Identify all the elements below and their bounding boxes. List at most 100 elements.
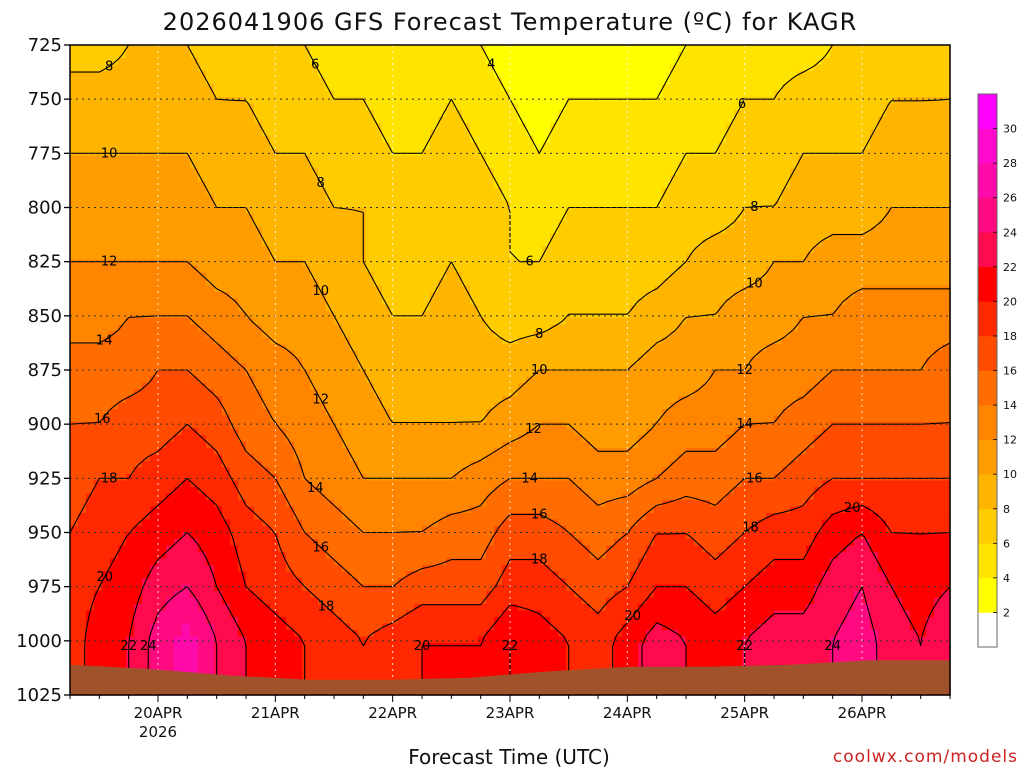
temperature-cell [150,51,159,59]
temperature-cell [398,532,407,540]
temperature-cell [390,578,399,586]
temperature-cell [462,636,471,644]
temperature-cell [94,168,103,176]
temperature-cell [238,448,247,456]
temperature-cell [438,643,447,651]
temperature-cell [222,207,231,215]
temperature-cell [190,662,199,670]
temperature-cell [366,370,375,378]
temperature-cell [310,669,319,677]
temperature-cell [318,376,327,384]
temperature-cell [462,207,471,215]
temperature-cell [198,363,207,371]
temperature-cell [222,415,231,423]
temperature-cell [278,220,287,228]
temperature-cell [422,454,431,462]
temperature-cell [430,136,439,144]
temperature-cell [142,272,151,280]
temperature-cell [190,506,199,514]
temperature-cell [238,331,247,339]
temperature-cell [342,162,351,170]
temperature-cell [166,610,175,618]
temperature-cell [222,363,231,371]
temperature-cell [382,610,391,618]
temperature-cell [238,318,247,326]
temperature-cell [286,194,295,202]
temperature-cell [422,383,431,391]
temperature-cell [182,324,191,332]
temperature-cell [446,142,455,150]
temperature-cell [102,253,111,261]
temperature-cell [318,123,327,131]
temperature-cell [406,539,415,547]
temperature-cell [150,259,159,267]
temperature-cell [406,422,415,430]
temperature-cell [326,220,335,228]
temperature-cell [406,168,415,176]
temperature-cell [302,454,311,462]
temperature-cell [398,636,407,644]
temperature-cell [230,136,239,144]
temperature-cell [134,376,143,384]
temperature-cell [222,396,231,404]
temperature-cell [342,240,351,248]
temperature-cell [102,389,111,397]
temperature-cell [134,58,143,66]
temperature-cell [286,103,295,111]
temperature-cell [118,617,127,625]
temperature-cell [78,84,87,92]
temperature-cell [398,662,407,670]
temperature-cell [286,461,295,469]
temperature-cell [350,370,359,378]
temperature-cell [334,71,343,79]
temperature-cell [438,363,447,371]
temperature-cell [366,175,375,183]
temperature-cell [262,253,271,261]
temperature-cell [134,324,143,332]
temperature-cell [278,266,287,274]
temperature-cell [78,363,87,371]
temperature-cell [182,513,191,521]
temperature-cell [102,45,111,53]
temperature-cell [302,298,311,306]
temperature-cell [398,246,407,254]
temperature-cell [166,519,175,527]
temperature-cell [118,396,127,404]
temperature-cell [318,662,327,670]
temperature-cell [246,123,255,131]
temperature-cell [406,571,415,579]
temperature-cell [414,493,423,501]
temperature-cell [350,266,359,274]
temperature-cell [462,129,471,137]
temperature-cell [254,324,263,332]
temperature-cell [134,578,143,586]
temperature-cell [454,318,463,326]
temperature-cell [222,110,231,118]
temperature-cell [278,461,287,469]
temperature-cell [334,285,343,293]
temperature-cell [254,474,263,482]
temperature-cell [126,84,135,92]
temperature-cell [70,396,79,404]
temperature-cell [166,487,175,495]
temperature-cell [198,227,207,235]
temperature-cell [278,623,287,631]
temperature-cell [134,383,143,391]
temperature-cell [182,272,191,280]
temperature-cell [118,500,127,508]
temperature-cell [230,441,239,449]
temperature-cell [310,357,319,365]
temperature-cell [222,77,231,85]
temperature-cell [286,467,295,475]
temperature-cell [342,623,351,631]
temperature-cell [422,584,431,592]
temperature-cell [462,214,471,222]
temperature-cell [438,617,447,625]
temperature-cell [414,630,423,638]
temperature-cell [174,305,183,313]
temperature-cell [150,539,159,547]
temperature-cell [158,526,167,534]
temperature-cell [166,214,175,222]
temperature-cell [278,227,287,235]
temperature-cell [438,389,447,397]
